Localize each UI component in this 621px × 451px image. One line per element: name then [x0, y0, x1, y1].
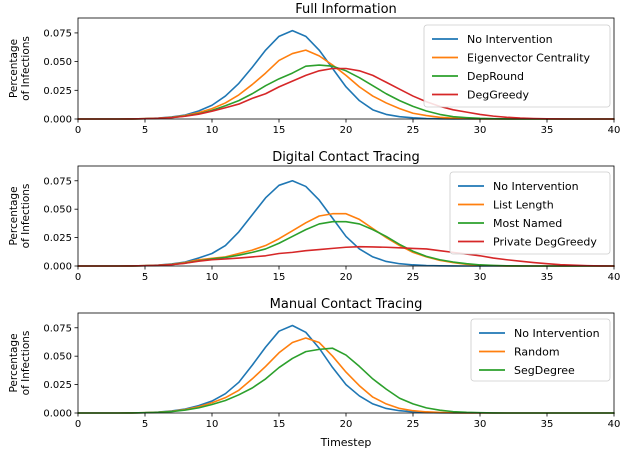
- x-tick-label: 10: [206, 272, 219, 283]
- x-tick-label: 0: [75, 272, 81, 283]
- x-tick-label: 5: [142, 125, 148, 136]
- y-tick-label: 0.075: [43, 176, 72, 187]
- x-tick-label: 15: [273, 419, 286, 430]
- legend-entry: No Intervention: [467, 33, 553, 46]
- y-axis-label-line: Percentage: [8, 333, 20, 392]
- x-tick-label: 25: [407, 272, 420, 283]
- x-tick-label: 30: [474, 419, 487, 430]
- chart-panel-2: Digital Contact Tracing 0 5 10 15 20 25 30 35 40 0…: [8, 150, 620, 283]
- legend-entry: DegGreedy: [467, 89, 530, 102]
- legend-entry: DepRound: [467, 70, 524, 83]
- x-tick-label: 25: [407, 125, 420, 136]
- x-tick-label: 15: [273, 125, 286, 136]
- y-axis-label-line: of Infections: [20, 184, 32, 249]
- x-tick-label: 10: [206, 419, 219, 430]
- legend-box: [470, 318, 611, 382]
- chart-title: Manual Contact Tracing: [270, 297, 423, 312]
- y-tick-label: 0.000: [43, 115, 72, 126]
- y-tick-label: 0.000: [43, 409, 72, 420]
- y-axis-label-line: of Infections: [20, 36, 32, 101]
- y-axis-label: Percentageof Infections: [8, 331, 32, 396]
- legend: No Intervention Random SegDegree: [470, 318, 611, 382]
- x-tick-label: 35: [541, 419, 554, 430]
- x-axis-label: Timestep: [320, 436, 372, 449]
- x-tick-label: 30: [474, 125, 487, 136]
- legend-entry: Random: [514, 346, 560, 359]
- y-tick-label: 0.025: [43, 233, 72, 244]
- y-tick-label: 0.050: [43, 352, 72, 363]
- legend-box: [449, 171, 611, 255]
- legend: No Intervention List Length Most Named Priv…: [449, 171, 611, 255]
- x-tick-label: 30: [474, 272, 487, 283]
- x-tick-label: 20: [340, 125, 353, 136]
- legend: No Intervention Eigenvector Centrality Dep…: [423, 24, 611, 108]
- series-line-deggreedy: [77, 67, 615, 120]
- y-axis-label: Percentageof Infections: [8, 184, 32, 249]
- chart-panel-1: Full Information 0 5 10 15 20 25 30 35 40 0.000 0.0…: [8, 2, 620, 136]
- legend-entry: List Length: [493, 199, 554, 212]
- y-tick-label: 0.075: [43, 323, 72, 334]
- y-tick-label: 0.075: [43, 28, 72, 39]
- x-tick-label: 15: [273, 272, 286, 283]
- x-tick-label: 5: [142, 272, 148, 283]
- y-tick-label: 0.025: [43, 380, 72, 391]
- legend-box: [423, 24, 611, 108]
- x-tick-label: 10: [206, 125, 219, 136]
- x-tick-label: 5: [142, 419, 148, 430]
- chart-panel-3: Manual Contact Tracing 0 5 10 15 20 25 30 35 40 0.…: [8, 297, 620, 449]
- legend-entry: Most Named: [493, 217, 562, 230]
- chart-title: Full Information: [295, 2, 397, 17]
- x-tick-label: 20: [340, 419, 353, 430]
- y-axis-label-line: of Infections: [20, 331, 32, 396]
- y-tick-label: 0.025: [43, 86, 72, 97]
- legend-entry: Private DegGreedy: [493, 236, 597, 249]
- x-tick-label: 40: [608, 419, 621, 430]
- y-axis-label-line: Percentage: [8, 39, 20, 98]
- x-tick-label: 35: [541, 272, 554, 283]
- y-tick-label: 0.000: [43, 262, 72, 273]
- chart-title: Digital Contact Tracing: [272, 150, 420, 165]
- y-axis-label: Percentageof Infections: [8, 36, 32, 101]
- legend-entry: No Intervention: [493, 180, 579, 193]
- x-tick-label: 0: [75, 125, 81, 136]
- x-tick-label: 20: [340, 272, 353, 283]
- series-line-private-deggreedy: [77, 245, 615, 267]
- x-tick-label: 25: [407, 419, 420, 430]
- legend-entry: No Intervention: [514, 327, 600, 340]
- x-tick-label: 40: [608, 272, 621, 283]
- x-tick-label: 0: [75, 419, 81, 430]
- y-tick-label: 0.050: [43, 205, 72, 216]
- legend-entry: SegDegree: [514, 364, 575, 377]
- x-tick-label: 40: [608, 125, 621, 136]
- legend-entry: Eigenvector Centrality: [467, 52, 591, 65]
- y-tick-label: 0.050: [43, 57, 72, 68]
- x-tick-label: 35: [541, 125, 554, 136]
- y-axis-label-line: Percentage: [8, 186, 20, 245]
